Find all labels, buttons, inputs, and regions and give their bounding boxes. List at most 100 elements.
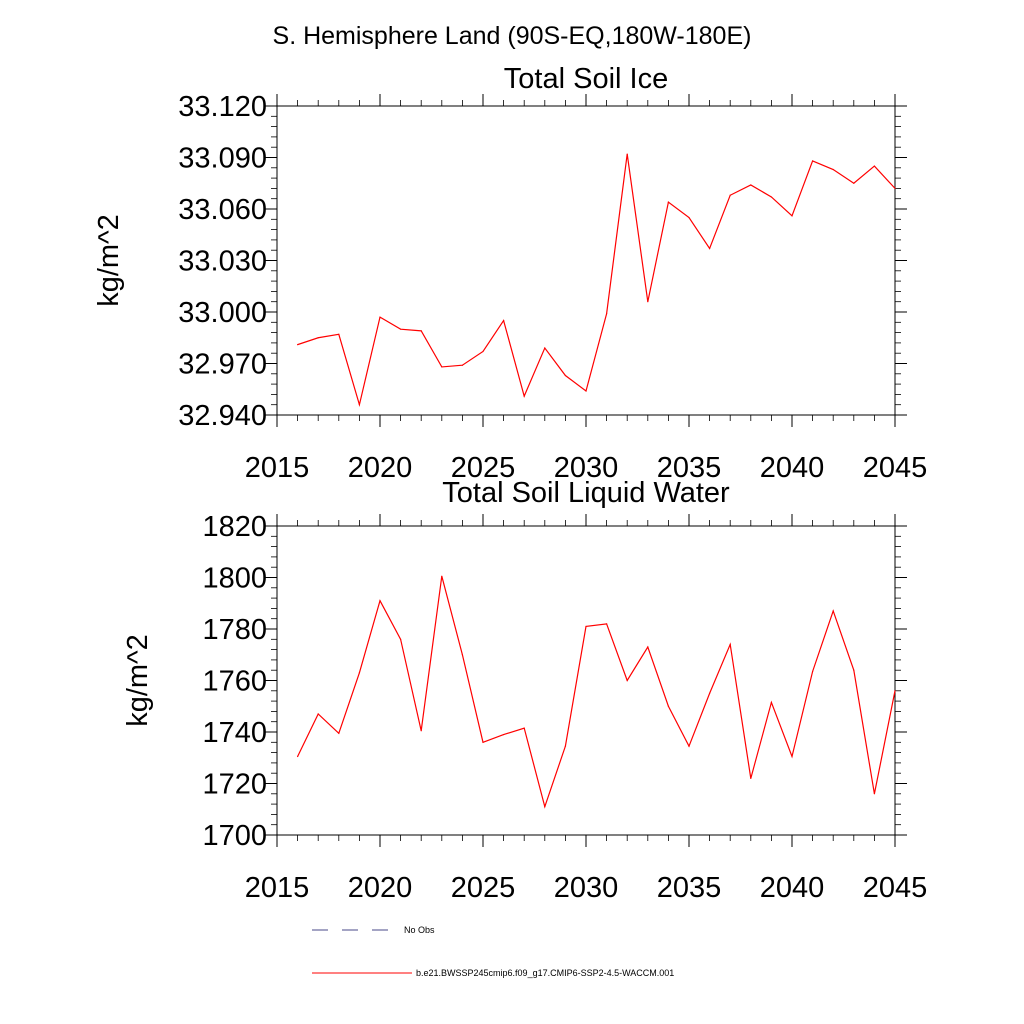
data-point-ice — [812, 160, 814, 162]
data-point-ice — [873, 165, 876, 167]
data-point-ice — [420, 330, 422, 332]
y-tick-label: 33.120 — [178, 91, 267, 123]
y-tick-label: 1720 — [202, 769, 267, 801]
data-point-ice — [832, 168, 834, 171]
data-point-ice — [379, 316, 381, 318]
data-point-liquid — [688, 745, 690, 747]
data-point-liquid — [317, 713, 319, 715]
x-tick-label: 2015 — [245, 452, 310, 484]
data-point-liquid — [420, 730, 422, 732]
data-point-ice — [750, 184, 752, 186]
legend-label-case: b.e21.BWSSP245cmip6.f09_g17.CMIP6-SSP2-4… — [416, 968, 674, 978]
data-point-liquid — [667, 705, 670, 707]
data-point-ice — [338, 333, 340, 335]
data-point-ice — [688, 216, 690, 219]
data-point-ice — [482, 350, 484, 353]
data-point-liquid — [729, 643, 731, 646]
data-point-liquid — [791, 755, 793, 758]
x-tick-label: 2040 — [760, 872, 825, 904]
data-point-liquid — [461, 654, 463, 656]
data-point-ice — [791, 215, 793, 217]
data-point-ice — [358, 404, 360, 406]
data-point-liquid — [564, 745, 567, 747]
data-point-liquid — [606, 623, 608, 625]
y-axis-label-liquid: kg/m^2 — [122, 634, 154, 727]
data-point-liquid — [709, 692, 711, 694]
data-point-liquid — [441, 575, 443, 577]
y-tick-label: 32.970 — [178, 349, 267, 381]
x-tick-label: 2045 — [863, 452, 928, 484]
series-line-ice — [297, 153, 896, 408]
y-tick-label: 1760 — [202, 666, 267, 698]
data-point-ice — [894, 187, 896, 189]
data-point-liquid — [400, 638, 402, 640]
data-point-liquid — [750, 777, 752, 779]
data-point-ice — [503, 319, 505, 322]
y-tick-label: 1820 — [202, 511, 267, 543]
data-point-ice — [523, 395, 525, 397]
x-tick-label: 2040 — [760, 452, 825, 484]
data-point-liquid — [523, 727, 525, 729]
data-point-liquid — [544, 806, 546, 808]
y-tick-label: 33.000 — [178, 297, 267, 329]
data-point-liquid — [894, 690, 896, 692]
chart-title-liquid: Total Soil Liquid Water — [442, 477, 730, 509]
data-point-ice — [297, 344, 299, 346]
data-point-liquid — [358, 672, 360, 674]
y-axis-label-ice: kg/m^2 — [93, 214, 125, 307]
data-point-liquid — [503, 733, 505, 736]
y-tick-label: 33.060 — [178, 194, 267, 226]
data-point-ice — [647, 301, 649, 303]
x-tick-label: 2015 — [245, 872, 310, 904]
data-point-ice — [564, 374, 567, 377]
y-tick-label: 1740 — [202, 717, 267, 749]
panel-total-soil-ice: Total Soil Ice kg/m^2 2015 2020 2025 2030 2035… — [93, 63, 927, 484]
data-point-ice — [729, 194, 731, 196]
x-tick-label: 2035 — [657, 872, 722, 904]
x-tick-label: 2030 — [554, 872, 619, 904]
x-tick-label: 2045 — [863, 872, 928, 904]
data-point-liquid — [338, 732, 340, 734]
data-point-liquid — [812, 670, 814, 673]
figure-suptitle: S. Hemisphere Land (90S-EQ,180W-180E) — [273, 22, 752, 50]
data-point-ice — [853, 182, 855, 184]
panel-total-soil-liquid-water: Total Soil Liquid Water kg/m^2 2015 2020 202… — [122, 477, 927, 904]
y-tick-label: 33.030 — [178, 246, 267, 278]
data-point-ice — [544, 347, 546, 349]
y-tick-label: 33.090 — [178, 143, 267, 175]
x-tick-label: 2030 — [554, 452, 619, 484]
data-point-ice — [461, 364, 463, 366]
y-tick-label: 1700 — [202, 820, 267, 852]
x-tick-label: 2020 — [348, 452, 413, 484]
x-tick-label: 2035 — [657, 452, 722, 484]
data-point-liquid — [873, 793, 876, 795]
data-point-liquid — [482, 741, 484, 743]
data-point-liquid — [297, 755, 299, 758]
data-point-ice — [667, 201, 670, 203]
legend: No Obs b.e21.BWSSP245cmip6.f09_g17.CMIP6… — [312, 925, 674, 978]
x-tick-label: 2025 — [451, 452, 516, 484]
data-point-ice — [585, 390, 587, 392]
data-point-liquid — [626, 679, 628, 682]
legend-label-no-obs: No Obs — [404, 925, 435, 935]
data-point-liquid — [853, 669, 855, 671]
y-tick-label: 1800 — [202, 563, 267, 595]
y-tick-label: 1780 — [202, 614, 267, 646]
data-point-ice — [606, 313, 608, 315]
data-point-ice — [441, 366, 443, 368]
data-point-liquid — [585, 625, 587, 628]
chart-title-ice: Total Soil Ice — [504, 63, 668, 95]
series-line-liquid — [297, 576, 896, 809]
x-tick-label: 2020 — [348, 872, 413, 904]
data-point-liquid — [647, 646, 649, 648]
data-point-ice — [626, 153, 628, 155]
x-tick-label: 2025 — [451, 872, 516, 904]
data-point-liquid — [832, 610, 834, 612]
y-tick-label: 32.940 — [178, 400, 267, 432]
data-point-ice — [317, 337, 319, 339]
data-point-ice — [770, 196, 773, 198]
data-point-liquid — [379, 600, 381, 602]
data-point-liquid — [770, 701, 773, 703]
